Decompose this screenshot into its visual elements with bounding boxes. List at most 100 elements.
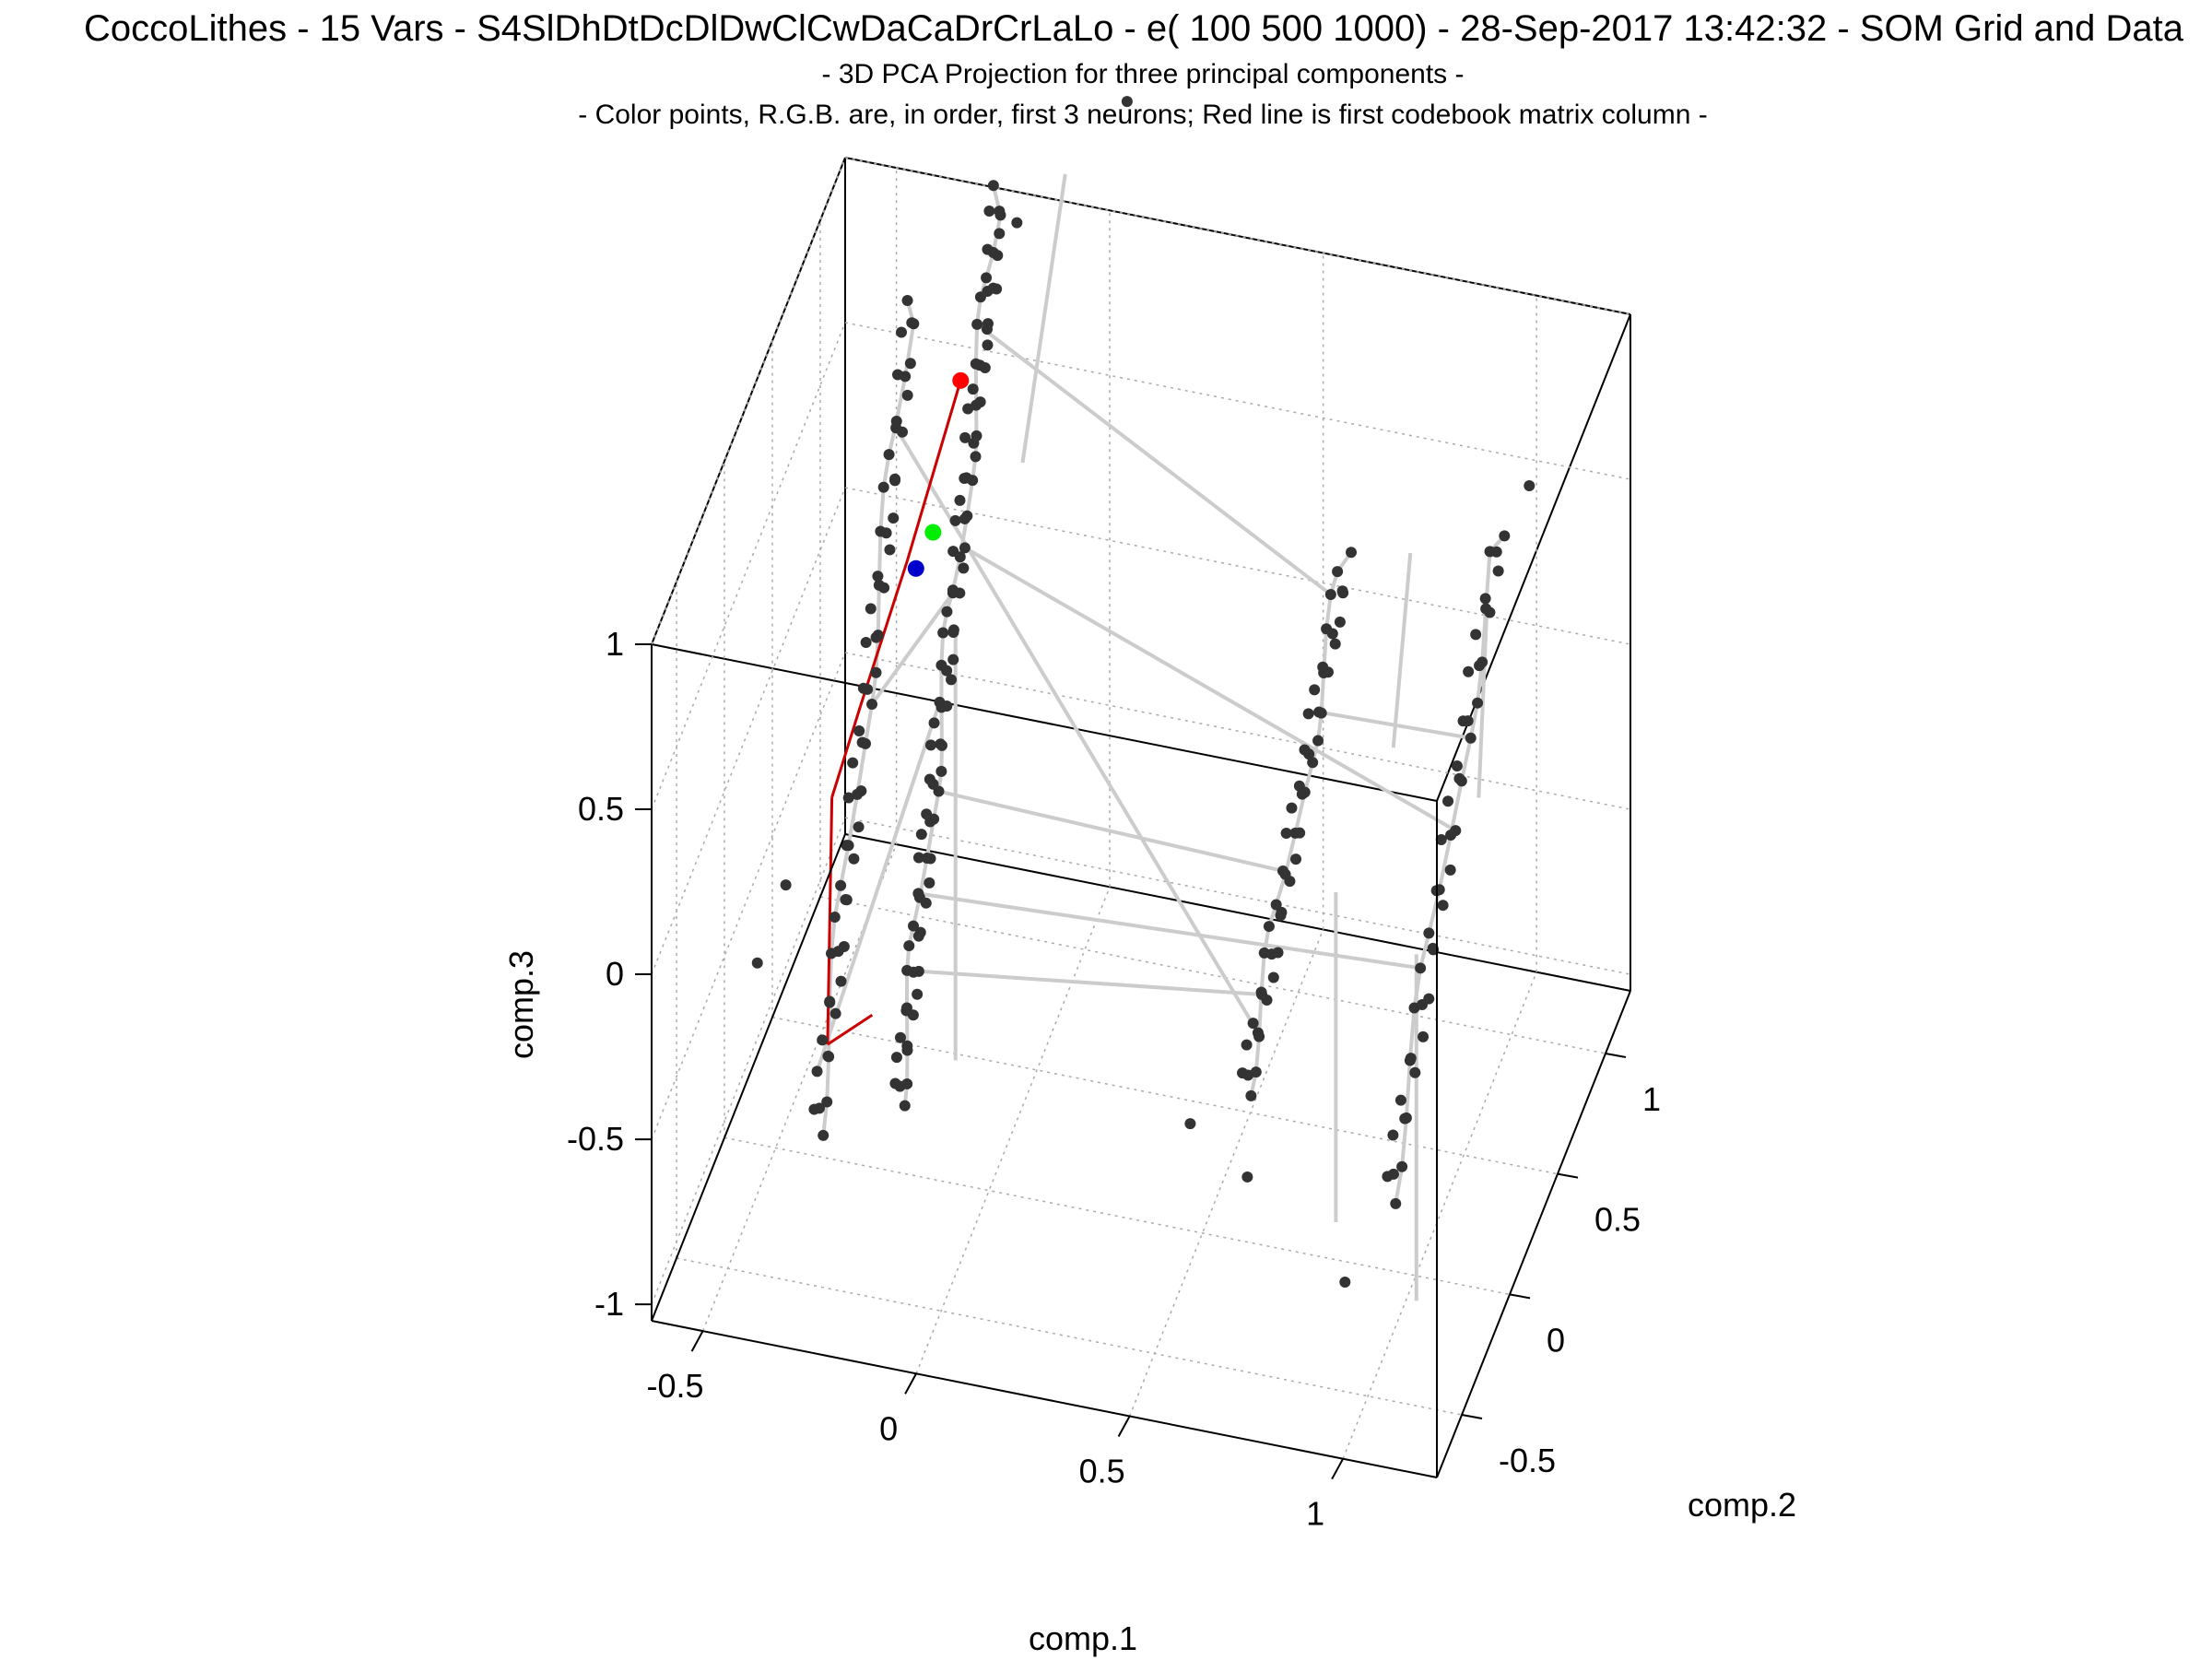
- som-edge: [1319, 672, 1326, 713]
- data-point: [971, 399, 982, 411]
- neuron-point-2: [924, 524, 942, 541]
- z-axis-label: comp.3: [502, 950, 540, 1059]
- data-point: [981, 272, 993, 284]
- som-grid-edges: [815, 173, 1506, 1301]
- grid-line: [651, 487, 846, 975]
- y-tick: [1461, 1414, 1483, 1420]
- data-point: [1524, 480, 1535, 492]
- data-point: [1490, 546, 1502, 558]
- som-edge: [894, 376, 908, 422]
- z-tick-label: 1: [606, 625, 624, 663]
- grid-line: [844, 157, 1631, 315]
- data-point: [982, 318, 994, 330]
- data-point: [921, 808, 933, 820]
- data-point: [818, 1129, 830, 1141]
- data-point: [811, 1065, 823, 1077]
- data-point: [934, 696, 946, 708]
- data-point: [913, 891, 925, 903]
- data-point: [1450, 825, 1462, 837]
- data-point: [974, 359, 986, 371]
- data-point: [1499, 530, 1511, 542]
- data-point: [1270, 899, 1282, 911]
- data-point: [862, 683, 874, 695]
- som-edge: [870, 592, 955, 706]
- som-edge: [1418, 932, 1431, 969]
- data-point: [1400, 1112, 1412, 1124]
- som-edge: [963, 546, 1457, 832]
- codebook-line: [827, 1014, 874, 1046]
- data-point: [912, 930, 924, 942]
- data-point: [912, 988, 924, 1000]
- data-point: [900, 371, 912, 383]
- data-point: [1247, 1018, 1259, 1030]
- data-point: [983, 206, 995, 218]
- data-point: [1263, 921, 1275, 933]
- data-point: [941, 606, 953, 618]
- z-tick-label: -0.5: [567, 1120, 624, 1158]
- data-point: [838, 940, 850, 952]
- data-point: [751, 957, 763, 969]
- data-point: [840, 894, 852, 906]
- data-point: [821, 1096, 833, 1108]
- data-point: [873, 579, 885, 591]
- som-edge: [1394, 1166, 1405, 1205]
- grid-line: [771, 1016, 1559, 1175]
- som-edge: [828, 953, 833, 1003]
- data-point: [848, 853, 860, 865]
- data-point: [954, 494, 966, 506]
- data-point: [842, 840, 854, 852]
- data-point: [855, 785, 867, 797]
- som-edge: [876, 584, 881, 636]
- data-point: [941, 665, 953, 677]
- som-edge: [1477, 601, 1489, 798]
- data-point: [912, 852, 924, 864]
- data-point: [987, 180, 999, 192]
- data-point: [937, 627, 949, 639]
- data-point: [949, 514, 961, 526]
- som-edge: [965, 479, 975, 517]
- som-edge: [1253, 1036, 1262, 1073]
- data-point: [1334, 616, 1346, 628]
- data-point: [1309, 684, 1321, 696]
- data-point: [1463, 665, 1475, 677]
- data-point: [1286, 802, 1298, 814]
- data-point: [860, 636, 872, 648]
- data-point: [877, 481, 889, 493]
- x-tick: [1117, 1415, 1131, 1437]
- codebook-line: [906, 380, 962, 561]
- data-point: [987, 246, 999, 258]
- data-point: [888, 512, 900, 524]
- data-point: [853, 821, 865, 833]
- som-edge: [1400, 1117, 1408, 1167]
- data-point: [1442, 795, 1454, 807]
- data-point: [1462, 715, 1474, 727]
- som-edge: [1468, 702, 1480, 739]
- data-point: [959, 512, 971, 524]
- x-tick-label: 0: [879, 1409, 898, 1447]
- data-point: [935, 765, 947, 777]
- data-point: [947, 584, 959, 596]
- grid-line: [651, 157, 846, 645]
- data-point: [884, 544, 896, 556]
- som-edge: [1259, 952, 1266, 993]
- data-point: [1418, 1030, 1430, 1042]
- data-point: [835, 879, 847, 891]
- data-point: [1472, 697, 1484, 709]
- data-point: [1437, 900, 1449, 912]
- data-point: [1480, 603, 1492, 615]
- data-point: [895, 326, 907, 338]
- som-edge: [829, 916, 837, 954]
- data-point: [856, 736, 868, 748]
- data-point: [830, 1007, 841, 1019]
- som-edge: [839, 844, 851, 887]
- data-point: [814, 1102, 826, 1114]
- data-point: [1346, 547, 1358, 559]
- data-point: [1394, 1094, 1406, 1106]
- data-point: [1324, 588, 1336, 600]
- data-point: [960, 472, 972, 484]
- data-point: [903, 940, 915, 952]
- som-edge: [1437, 834, 1453, 890]
- codebook-line: [830, 705, 862, 798]
- data-point: [1479, 593, 1491, 605]
